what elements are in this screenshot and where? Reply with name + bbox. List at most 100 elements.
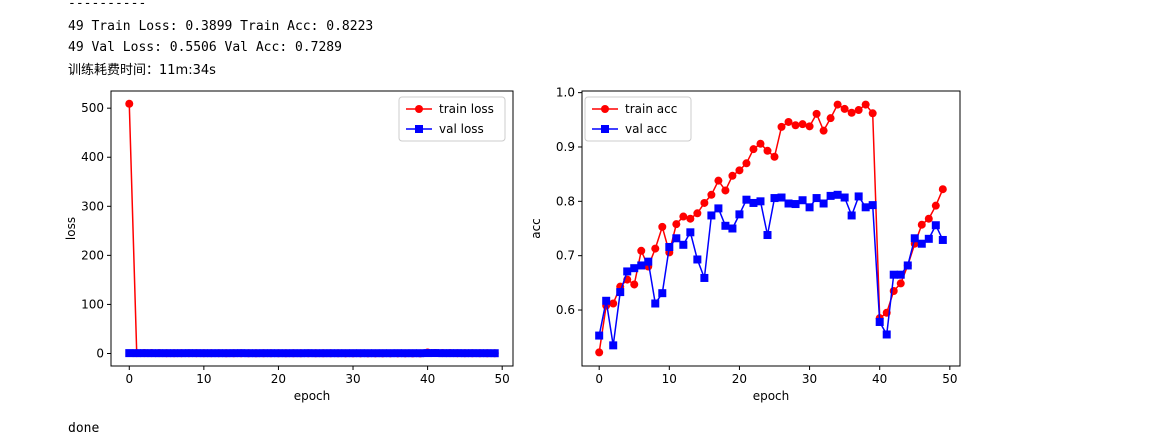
chart-1-series-2-point	[207, 349, 216, 358]
chart-2-series-1-point	[896, 279, 905, 288]
chart-2-series-1-point	[679, 212, 688, 221]
chart-1-series-2-point	[237, 349, 246, 358]
chart-2-series-2-point	[637, 261, 646, 270]
chart-2-series-2-point	[714, 204, 723, 213]
chart-2-series-2-point	[679, 240, 688, 249]
chart-2-x-tick-label: 50	[942, 372, 957, 386]
chart-2-series-1-point	[819, 126, 828, 135]
chart-2-series-2-point	[917, 239, 926, 248]
chart-1-series-2-point	[326, 349, 335, 358]
chart-1-series-2-point	[386, 349, 395, 358]
chart-1-series-2-point	[468, 349, 477, 358]
chart-1-series-2-point	[416, 349, 425, 358]
chart-1-legend-marker-2	[415, 125, 423, 133]
chart-2-series-1-point	[714, 176, 723, 185]
chart-1-series-2-point	[296, 349, 305, 358]
chart-1-series-2-point	[281, 349, 290, 358]
chart-1-series-2-point	[259, 349, 268, 358]
output-line-done: done	[68, 421, 100, 436]
chart-1-series-2-point	[132, 349, 141, 358]
chart-2-series-2-point	[672, 234, 681, 243]
chart-2-series-2-point	[903, 261, 912, 270]
chart-2-x-tick-label: 0	[595, 372, 603, 386]
chart-1-series-2-point	[192, 349, 201, 358]
chart-1-series-2-point	[184, 349, 193, 358]
chart-2-series-1-point	[924, 214, 933, 223]
chart-2-series-1-point	[840, 104, 849, 113]
chart-2-y-tick-label: 0.8	[556, 194, 575, 208]
chart-1-series-2-point	[378, 349, 387, 358]
chart-2-legend-label-2: val acc	[625, 122, 667, 136]
chart-1-legend-marker-1	[415, 105, 423, 113]
chart-2-series-1-point	[749, 145, 758, 154]
chart-1-series-2-point	[125, 349, 134, 358]
chart-1-series-2-point	[453, 349, 462, 358]
chart-2-series-1-point	[826, 114, 835, 123]
chart-2-series-1-point	[630, 280, 639, 289]
chart-2-series-1-point	[728, 171, 737, 180]
chart-2-series-2-point	[889, 270, 898, 279]
chart-2-series-2-point	[735, 210, 744, 219]
chart-1-series-2-point	[304, 349, 313, 358]
chart-2-series-2-point	[791, 200, 800, 209]
chart-2-series-2-point	[728, 224, 737, 233]
chart-2-x-axis-label: epoch	[753, 389, 790, 403]
chart-1-series-2-point	[274, 349, 283, 358]
chart-2-series-2-point	[693, 255, 702, 264]
output-line-divider: ----------	[68, 0, 147, 11]
chart-2-series-1-point	[938, 185, 947, 194]
chart-2-series-2-point	[938, 235, 947, 244]
chart-1-x-tick-label: 20	[271, 372, 286, 386]
chart-1-y-tick-label: 200	[81, 248, 104, 262]
output-line-val-metrics: 49 Val Loss: 0.5506 Val Acc: 0.7289	[68, 40, 342, 55]
chart-2-legend-marker-2	[601, 125, 609, 133]
chart-1-series-2-point	[431, 349, 440, 358]
chart-1-series-2-point	[289, 349, 298, 358]
chart-1-series-2-point	[445, 349, 454, 358]
output-line-training-time: 训练耗费时间：11m:34s	[68, 63, 216, 78]
chart-2-series-2-point	[749, 198, 758, 207]
chart-1-series-2-point	[356, 349, 365, 358]
chart-1-y-tick-label: 300	[81, 199, 104, 213]
chart-2-series-2-point	[623, 267, 632, 276]
chart-1-series-2-point	[401, 349, 410, 358]
chart-2-series-2-point	[707, 211, 716, 220]
chart-2-series-1-point	[791, 121, 800, 130]
chart-2-series-1-point	[868, 109, 877, 118]
chart-2-series-1-point	[595, 348, 604, 357]
chart-1-y-tick-label: 500	[81, 101, 104, 115]
chart-2-series-2-point	[910, 234, 919, 243]
chart-1-series-2-point	[162, 349, 171, 358]
chart-1-y-tick-label: 100	[81, 297, 104, 311]
chart-2-series-1-point	[798, 120, 807, 129]
chart-2-series-2-point	[777, 193, 786, 202]
chart-2-series-1-point	[931, 201, 940, 210]
chart-2-series-1-point	[763, 146, 772, 155]
chart-1-y-axis-label: loss	[64, 217, 78, 240]
chart-2-y-tick-label: 0.6	[556, 303, 575, 317]
chart-2-series-1-point	[805, 122, 814, 131]
chart-2-series-1-point	[658, 222, 667, 231]
chart-2-series-2-point	[763, 231, 772, 240]
chart-2-series-1-point	[707, 190, 716, 199]
chart-1-x-tick-label: 10	[196, 372, 211, 386]
chart-1-y-tick-label: 400	[81, 150, 104, 164]
chart-1-x-tick-label: 30	[345, 372, 360, 386]
chart-2-series-1-point	[854, 106, 863, 115]
chart-1-series-2-point	[170, 349, 179, 358]
chart-1-series-2-point	[483, 349, 492, 358]
chart-1-x-axis-label: epoch	[294, 389, 331, 403]
chart-1-series-2-point	[147, 349, 156, 358]
chart-2-series-2-point	[805, 203, 814, 212]
chart-2-series-2-point	[602, 296, 611, 305]
chart-2-x-tick-label: 40	[872, 372, 887, 386]
output-line-train-metrics: 49 Train Loss: 0.3899 Train Acc: 0.8223	[68, 19, 374, 34]
chart-2-series-2-point	[665, 242, 674, 251]
chart-2-series-2-point	[847, 211, 856, 220]
chart-2-series-2-point	[861, 203, 870, 212]
chart-1-series-2-point	[371, 349, 380, 358]
chart-1-series-2-point	[319, 349, 328, 358]
chart-1-series-2-point	[214, 349, 223, 358]
chart-1-legend	[398, 96, 506, 142]
chart-2-series-1-point	[637, 246, 646, 255]
